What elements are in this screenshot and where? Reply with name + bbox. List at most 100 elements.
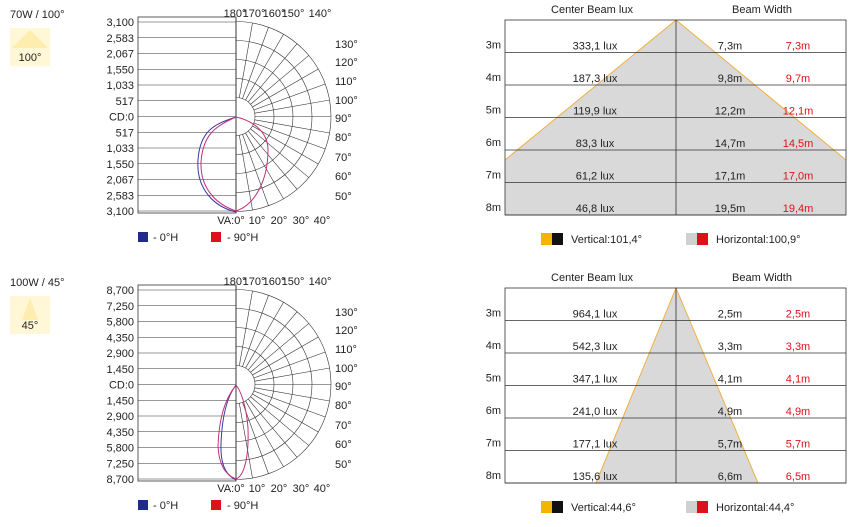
center-lux: 119,9 lux (573, 106, 617, 118)
legend-horizontal: Horizontal:44,4° (716, 502, 794, 514)
polar-bottom-label: VA:0° (217, 483, 244, 495)
polar-ray (242, 295, 269, 367)
polar-curve-0h (197, 116, 237, 213)
polar-top-label: 170° (243, 8, 266, 20)
beam-width-v: 6,6m (718, 471, 742, 483)
polar-ray (252, 336, 319, 376)
legend-0h: - 0°H (153, 232, 178, 244)
beam-width-v: 14,7m (715, 138, 746, 150)
center-lux: 61,2 lux (576, 171, 615, 183)
scale-label: 2,900 (106, 411, 134, 423)
polar-ray (252, 393, 319, 433)
row-distance: 8m (486, 470, 501, 482)
beam-width-h: 6,5m (786, 471, 810, 483)
beam-width-h: 17,0m (783, 171, 814, 183)
row-distance: 6m (486, 405, 501, 417)
polar-bottom-label: 10° (249, 483, 266, 495)
beam-width-v: 12,2m (715, 106, 746, 118)
polar-top-label: 160° (263, 276, 286, 288)
polar-ray (250, 128, 309, 178)
row-distance: 7m (486, 170, 501, 182)
panel-label: 100W / 45° (10, 277, 65, 289)
badge-text: 100° (19, 52, 42, 64)
legend-swatch (697, 501, 708, 513)
row-distance: 5m (486, 105, 501, 117)
beam-width-h: 19,4m (783, 203, 814, 215)
polar-right-label: 60° (335, 439, 352, 451)
table-header: Center Beam lux (551, 272, 633, 284)
scale-label: 2,067 (106, 175, 134, 187)
beam-width-h: 7,3m (786, 41, 810, 53)
beam-width-v: 3,3m (718, 341, 742, 353)
polar-ray (242, 27, 269, 99)
polar-ray (239, 403, 253, 479)
legend-swatch (697, 233, 708, 245)
polar-ray (253, 83, 326, 111)
center-lux: 135,6 lux (573, 471, 618, 483)
polar-right-label: 130° (335, 307, 358, 319)
scale-label: 1,550 (106, 159, 134, 171)
legend-90h: - 90°H (227, 500, 258, 512)
polar-right-label: 110° (335, 76, 357, 88)
scale-label: 2,583 (106, 33, 134, 45)
beam-width-h: 5,7m (786, 439, 810, 451)
scale-label: 2,900 (106, 348, 134, 360)
polar-ray (245, 34, 284, 101)
scale-label: 7,250 (106, 301, 134, 313)
polar-bottom-label: 30° (293, 215, 310, 227)
polar-right-label: 50° (335, 459, 352, 471)
center-lux: 177,1 lux (573, 439, 618, 451)
legend-swatch (552, 233, 563, 245)
table-header: Beam Width (732, 272, 792, 284)
polar-bottom-label: 40° (314, 215, 331, 227)
polar-top-label: 160° (263, 8, 286, 20)
polar-right-label: 80° (335, 132, 352, 144)
center-lux: 46,8 lux (576, 203, 615, 215)
polar-ray (239, 290, 253, 366)
polar-right-label: 90° (335, 113, 352, 125)
center-lux: 347,1 lux (573, 374, 618, 386)
legend-swatch-0h (138, 232, 148, 242)
polar-curve-0h (220, 384, 237, 481)
legend-swatch-90h (211, 232, 221, 242)
beam-width-h: 4,9m (786, 406, 810, 418)
scale-label: 4,350 (106, 427, 134, 439)
beam-width-h: 14,5m (783, 138, 814, 150)
beam-width-v: 4,1m (718, 374, 742, 386)
polar-right-label: 50° (335, 191, 352, 203)
polar-ray (247, 398, 298, 458)
polar-right-label: 130° (335, 39, 358, 51)
polar-ray (242, 134, 269, 206)
beam-width-v: 9,8m (718, 73, 742, 85)
polar-ray (245, 302, 284, 369)
polar-right-label: 100° (335, 363, 358, 375)
polar-ray (245, 132, 284, 199)
scale-label: 4,350 (106, 332, 134, 344)
legend-swatch (541, 233, 552, 245)
polar-right-label: 70° (335, 152, 352, 164)
center-lux: 187,3 lux (573, 73, 618, 85)
panel: 70W / 100° 100° 3,100 2,583 2,067 1,550 1,033 5… (10, 4, 847, 246)
polar-top-label: 140° (309, 8, 332, 20)
beam-width-v: 17,1m (715, 171, 746, 183)
scale-label: 1,450 (106, 364, 134, 376)
legend-swatch (686, 501, 697, 513)
row-distance: 7m (486, 438, 501, 450)
row-distance: 3m (486, 308, 501, 320)
scale-label: CD:0 (109, 380, 134, 392)
scale-label: 8,700 (106, 285, 134, 297)
legend-0h: - 0°H (153, 500, 178, 512)
legend-swatch (552, 501, 563, 513)
scale-label: 8,700 (106, 474, 134, 486)
beam-width-h: 3,3m (786, 341, 810, 353)
polar-curve-90h (200, 116, 269, 212)
scale-label: 1,033 (106, 80, 134, 92)
polar-ray (245, 400, 284, 467)
beam-width-v: 19,5m (715, 203, 746, 215)
beam-width-v: 2,5m (718, 309, 742, 321)
scale-label: 517 (116, 96, 134, 108)
polar-ray (247, 130, 298, 190)
badge-beam (12, 30, 48, 48)
beam-width-h: 4,1m (786, 374, 810, 386)
polar-right-label: 110° (335, 344, 357, 356)
